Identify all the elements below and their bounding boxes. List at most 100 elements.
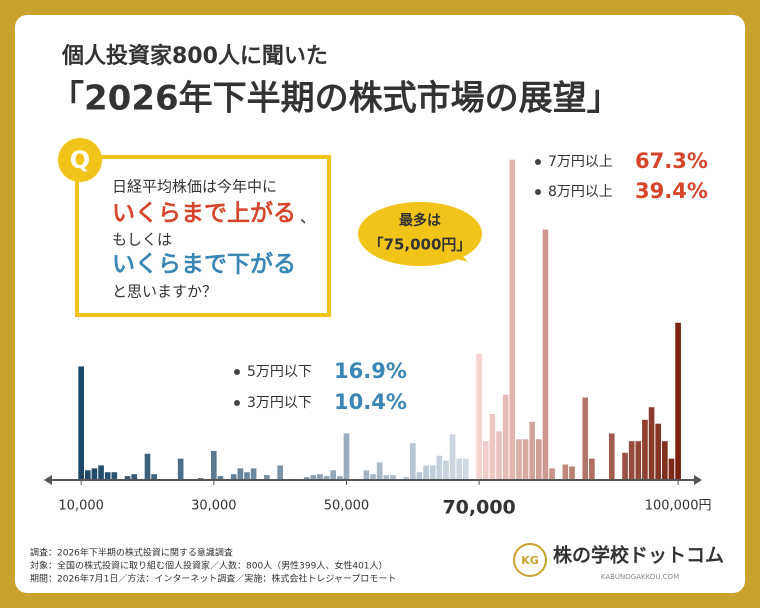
annotation-value: 16.9%	[334, 359, 407, 383]
bar	[635, 441, 642, 480]
annotation-label: 7万円以上	[548, 154, 613, 170]
bar	[496, 431, 502, 480]
question-down: いくらまで下がる	[112, 251, 296, 278]
bar	[642, 419, 648, 480]
bar	[416, 472, 423, 480]
bar	[582, 397, 589, 480]
logo-mark-text: KG	[521, 554, 539, 567]
bullet	[535, 189, 541, 195]
bar	[449, 434, 456, 480]
logo-name: 株の学校ドットコム	[553, 544, 724, 567]
bar	[409, 443, 416, 480]
bar	[277, 465, 283, 480]
bar	[111, 472, 118, 480]
bar	[463, 458, 469, 480]
bar	[84, 470, 91, 480]
bar	[343, 433, 350, 480]
bar	[250, 468, 257, 480]
bar	[144, 453, 151, 480]
subtitle: 個人投資家800人に聞いた	[61, 43, 328, 69]
bar	[217, 476, 224, 480]
bar	[78, 366, 84, 480]
bar	[330, 470, 337, 480]
bar	[370, 474, 376, 480]
annotation-value: 39.4%	[635, 179, 708, 203]
bar	[264, 475, 270, 480]
bar	[476, 353, 482, 480]
bar	[429, 465, 436, 480]
axis-arrow	[694, 475, 702, 485]
bar	[662, 441, 668, 480]
bullet	[535, 159, 541, 165]
bar	[436, 455, 443, 480]
footer-text: 対象：全国の株式投資に取り組む個人投資家／人数：800人（男性399人、女性40…	[30, 560, 388, 572]
bullet	[234, 400, 240, 406]
bar	[675, 322, 681, 480]
annotation-label: 5万円以下	[247, 364, 312, 380]
bar	[317, 474, 323, 480]
bar	[535, 439, 542, 480]
axis-arrow	[44, 475, 52, 485]
bar	[542, 229, 549, 480]
bar	[337, 476, 343, 480]
annotation-value: 10.4%	[334, 390, 407, 414]
bar	[230, 474, 237, 480]
bar	[628, 441, 635, 480]
annotation-label: 8万円以上	[548, 184, 613, 200]
bar	[390, 475, 396, 480]
annotation-value: 67.3%	[635, 149, 708, 173]
bar	[91, 468, 98, 480]
bar	[237, 468, 244, 480]
bar	[529, 421, 536, 480]
bar	[124, 476, 131, 480]
bar	[655, 423, 662, 480]
bar	[383, 475, 390, 480]
question-text: と思いますか？	[112, 283, 217, 301]
bar	[98, 465, 104, 480]
bar	[177, 458, 184, 480]
bar	[456, 458, 463, 480]
bar	[423, 465, 429, 480]
chart-title: 「2026年下半期の株式市場の展望」	[50, 79, 621, 119]
bar	[363, 470, 370, 480]
q-mark: Q	[70, 146, 90, 174]
bar	[569, 466, 575, 480]
question-text: もしくは	[112, 231, 172, 249]
bar	[104, 472, 111, 480]
logo-mark	[513, 543, 547, 577]
x-tick-label: 50,000	[324, 499, 370, 514]
callout-text: 最多は	[399, 212, 441, 229]
bar	[608, 433, 615, 480]
bar	[589, 458, 595, 480]
bar	[516, 439, 522, 480]
bar	[549, 468, 555, 480]
question-text: 日経平均株価は今年中に	[112, 178, 277, 196]
bar	[489, 414, 496, 480]
bar	[376, 462, 383, 480]
bar	[131, 474, 138, 480]
bar	[303, 477, 310, 480]
x-tick-label: 10,000	[58, 499, 104, 514]
footer-text: 調査：2026年下半期の株式投資に関する意識調査	[30, 547, 233, 559]
bar	[622, 452, 628, 480]
bar	[522, 439, 529, 480]
bar	[323, 476, 330, 480]
bar	[210, 450, 217, 480]
x-tick-label: 70,000	[442, 497, 515, 519]
bar	[502, 394, 509, 480]
question-text: 、	[300, 208, 316, 227]
bar	[244, 472, 250, 480]
bar	[482, 441, 489, 480]
bar	[509, 159, 516, 481]
bar	[151, 474, 157, 480]
annotation-label: 3万円以下	[247, 395, 312, 411]
bar	[562, 464, 569, 480]
bar	[668, 458, 675, 480]
bullet	[234, 369, 240, 375]
question-box	[75, 155, 331, 317]
callout	[358, 202, 482, 266]
bar	[648, 407, 655, 480]
footer-text: 期間：2026年7月1日／方法：インターネット調査／実施：株式会社トレジャープロ…	[30, 573, 396, 585]
